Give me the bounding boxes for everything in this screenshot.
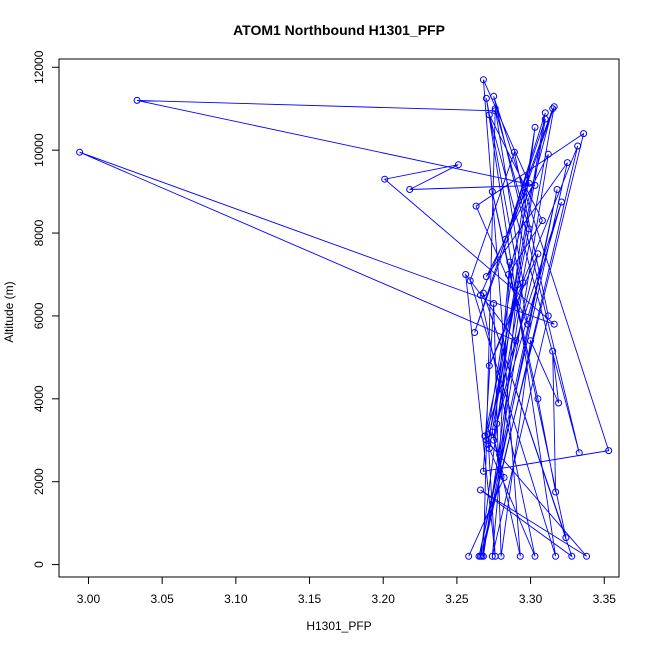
- y-tick-label: 6000: [32, 302, 46, 329]
- data-point: [471, 329, 479, 336]
- data-point: [574, 142, 582, 150]
- data-point: [552, 552, 560, 560]
- x-tick-label: 3.25: [445, 592, 469, 606]
- x-axis-label: H1301_PFP: [306, 619, 371, 633]
- data-point: [605, 447, 613, 455]
- data-point: [525, 225, 533, 233]
- data-point: [479, 289, 487, 297]
- data-point: [568, 552, 576, 560]
- data-point: [531, 552, 539, 560]
- data-point: [505, 271, 512, 278]
- data-point: [553, 186, 561, 193]
- y-tick-label: 8000: [32, 219, 46, 246]
- data-point: [519, 279, 527, 287]
- data-point: [490, 300, 498, 307]
- data-point: [493, 420, 501, 428]
- x-tick-label: 3.30: [519, 592, 543, 606]
- data-point: [497, 552, 505, 560]
- data-point: [485, 111, 493, 119]
- data-point: [479, 467, 487, 475]
- data-point: [527, 337, 535, 345]
- series-layer: [76, 76, 613, 560]
- y-tick-label: 2000: [32, 468, 46, 495]
- data-point: [466, 277, 474, 285]
- data-point: [510, 148, 518, 156]
- data-point: [484, 440, 492, 448]
- x-tick-label: 3.20: [372, 592, 396, 606]
- y-tick-label: 0: [32, 561, 46, 568]
- data-point: [491, 107, 499, 115]
- data-point: [496, 451, 504, 459]
- data-point: [516, 552, 524, 560]
- data-point: [580, 130, 588, 138]
- data-point: [538, 217, 546, 225]
- data-point: [479, 552, 487, 560]
- data-point: [558, 198, 565, 206]
- data-point: [502, 235, 509, 243]
- chart-title: ATOM1 Northbound H1301_PFP: [233, 22, 445, 38]
- data-point: [488, 552, 496, 560]
- data-point: [541, 109, 549, 117]
- data-point: [406, 186, 414, 193]
- data-point: [485, 362, 493, 370]
- data-point: [491, 105, 499, 113]
- x-tick-label: 3.10: [224, 592, 248, 606]
- y-tick-label: 4000: [32, 385, 46, 412]
- data-point: [465, 552, 473, 560]
- data-point: [544, 150, 552, 158]
- y-axis-label: Altitude (m): [2, 281, 16, 342]
- data-point: [381, 175, 389, 183]
- data-point: [544, 312, 552, 320]
- data-point: [472, 202, 480, 210]
- data-point: [549, 105, 557, 113]
- y-tick-label: 10000: [32, 133, 46, 167]
- data-point: [531, 181, 539, 189]
- data-point: [488, 428, 496, 436]
- data-point: [462, 271, 470, 278]
- y-axis: 0 2000 4000 6000 8000 10000 12000: [32, 50, 60, 568]
- data-point: [477, 552, 484, 560]
- data-point: [534, 250, 542, 258]
- data-point: [534, 395, 542, 403]
- data-point: [525, 179, 533, 187]
- data-point: [76, 148, 84, 156]
- data-point: [500, 474, 508, 481]
- data-point: [479, 76, 487, 84]
- data-point: [506, 258, 514, 266]
- x-tick-label: 3.05: [150, 592, 174, 606]
- data-point: [485, 445, 493, 452]
- x-tick-label: 3.15: [298, 592, 322, 606]
- data-point: [562, 534, 570, 542]
- y-tick-label: 12000: [32, 50, 46, 84]
- data-point: [550, 320, 558, 328]
- x-tick-label: 3.00: [77, 592, 101, 606]
- data-point: [552, 488, 560, 496]
- data-point: [512, 337, 520, 345]
- data-point: [488, 188, 496, 196]
- data-point: [583, 552, 591, 560]
- data-point: [454, 161, 462, 169]
- data-point: [531, 123, 539, 131]
- data-point: [555, 399, 563, 407]
- data-point: [513, 281, 521, 289]
- data-point: [482, 436, 490, 444]
- series-line: [79, 79, 610, 558]
- data-point: [490, 92, 498, 100]
- data-point: [575, 449, 583, 457]
- data-point: [524, 320, 532, 328]
- data-point: [563, 159, 571, 167]
- x-tick-label: 3.35: [593, 592, 617, 606]
- data-point: [490, 436, 498, 444]
- data-point: [482, 273, 490, 281]
- data-point: [482, 94, 490, 102]
- x-axis: 3.00 3.05 3.10 3.15 3.20 3.25 3.30 3.35: [77, 576, 617, 606]
- data-point: [550, 103, 558, 111]
- data-point: [549, 347, 557, 355]
- data-point: [477, 486, 484, 494]
- data-point: [133, 96, 141, 104]
